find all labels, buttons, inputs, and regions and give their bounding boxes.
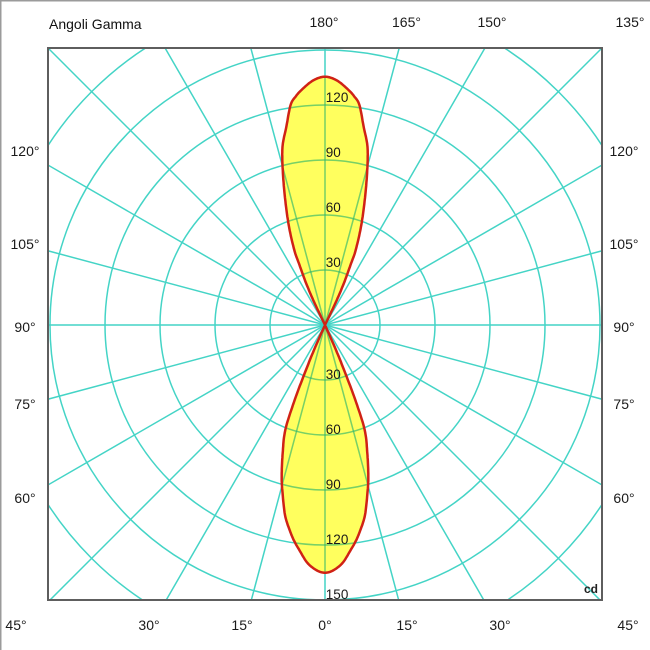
svg-text:60: 60 <box>326 200 341 215</box>
svg-text:150°: 150° <box>478 14 507 30</box>
svg-text:30°: 30° <box>138 617 159 633</box>
svg-text:75°: 75° <box>14 396 35 412</box>
svg-text:90°: 90° <box>14 319 35 335</box>
svg-text:75°: 75° <box>613 396 634 412</box>
svg-text:120: 120 <box>326 90 349 105</box>
svg-text:90: 90 <box>326 145 341 160</box>
svg-text:135°: 135° <box>616 14 645 30</box>
svg-text:15°: 15° <box>396 617 417 633</box>
svg-text:60°: 60° <box>14 490 35 506</box>
svg-text:120°: 120° <box>610 143 639 159</box>
svg-text:60°: 60° <box>613 490 634 506</box>
svg-text:30: 30 <box>326 367 341 382</box>
svg-text:cd: cd <box>584 582 598 596</box>
svg-text:Angoli Gamma: Angoli Gamma <box>49 16 142 32</box>
svg-text:180°: 180° <box>310 14 339 30</box>
svg-text:30: 30 <box>326 255 341 270</box>
svg-text:120°: 120° <box>11 143 40 159</box>
svg-text:105°: 105° <box>11 236 40 252</box>
svg-text:45°: 45° <box>617 617 638 633</box>
svg-text:0°: 0° <box>318 617 331 633</box>
svg-text:90°: 90° <box>613 319 634 335</box>
svg-text:120: 120 <box>326 532 349 547</box>
svg-text:15°: 15° <box>231 617 252 633</box>
svg-text:30°: 30° <box>489 617 510 633</box>
svg-text:60: 60 <box>326 422 341 437</box>
svg-text:150: 150 <box>326 587 349 602</box>
svg-text:165°: 165° <box>392 14 421 30</box>
svg-text:90: 90 <box>326 477 341 492</box>
svg-text:105°: 105° <box>610 236 639 252</box>
svg-text:45°: 45° <box>5 617 26 633</box>
